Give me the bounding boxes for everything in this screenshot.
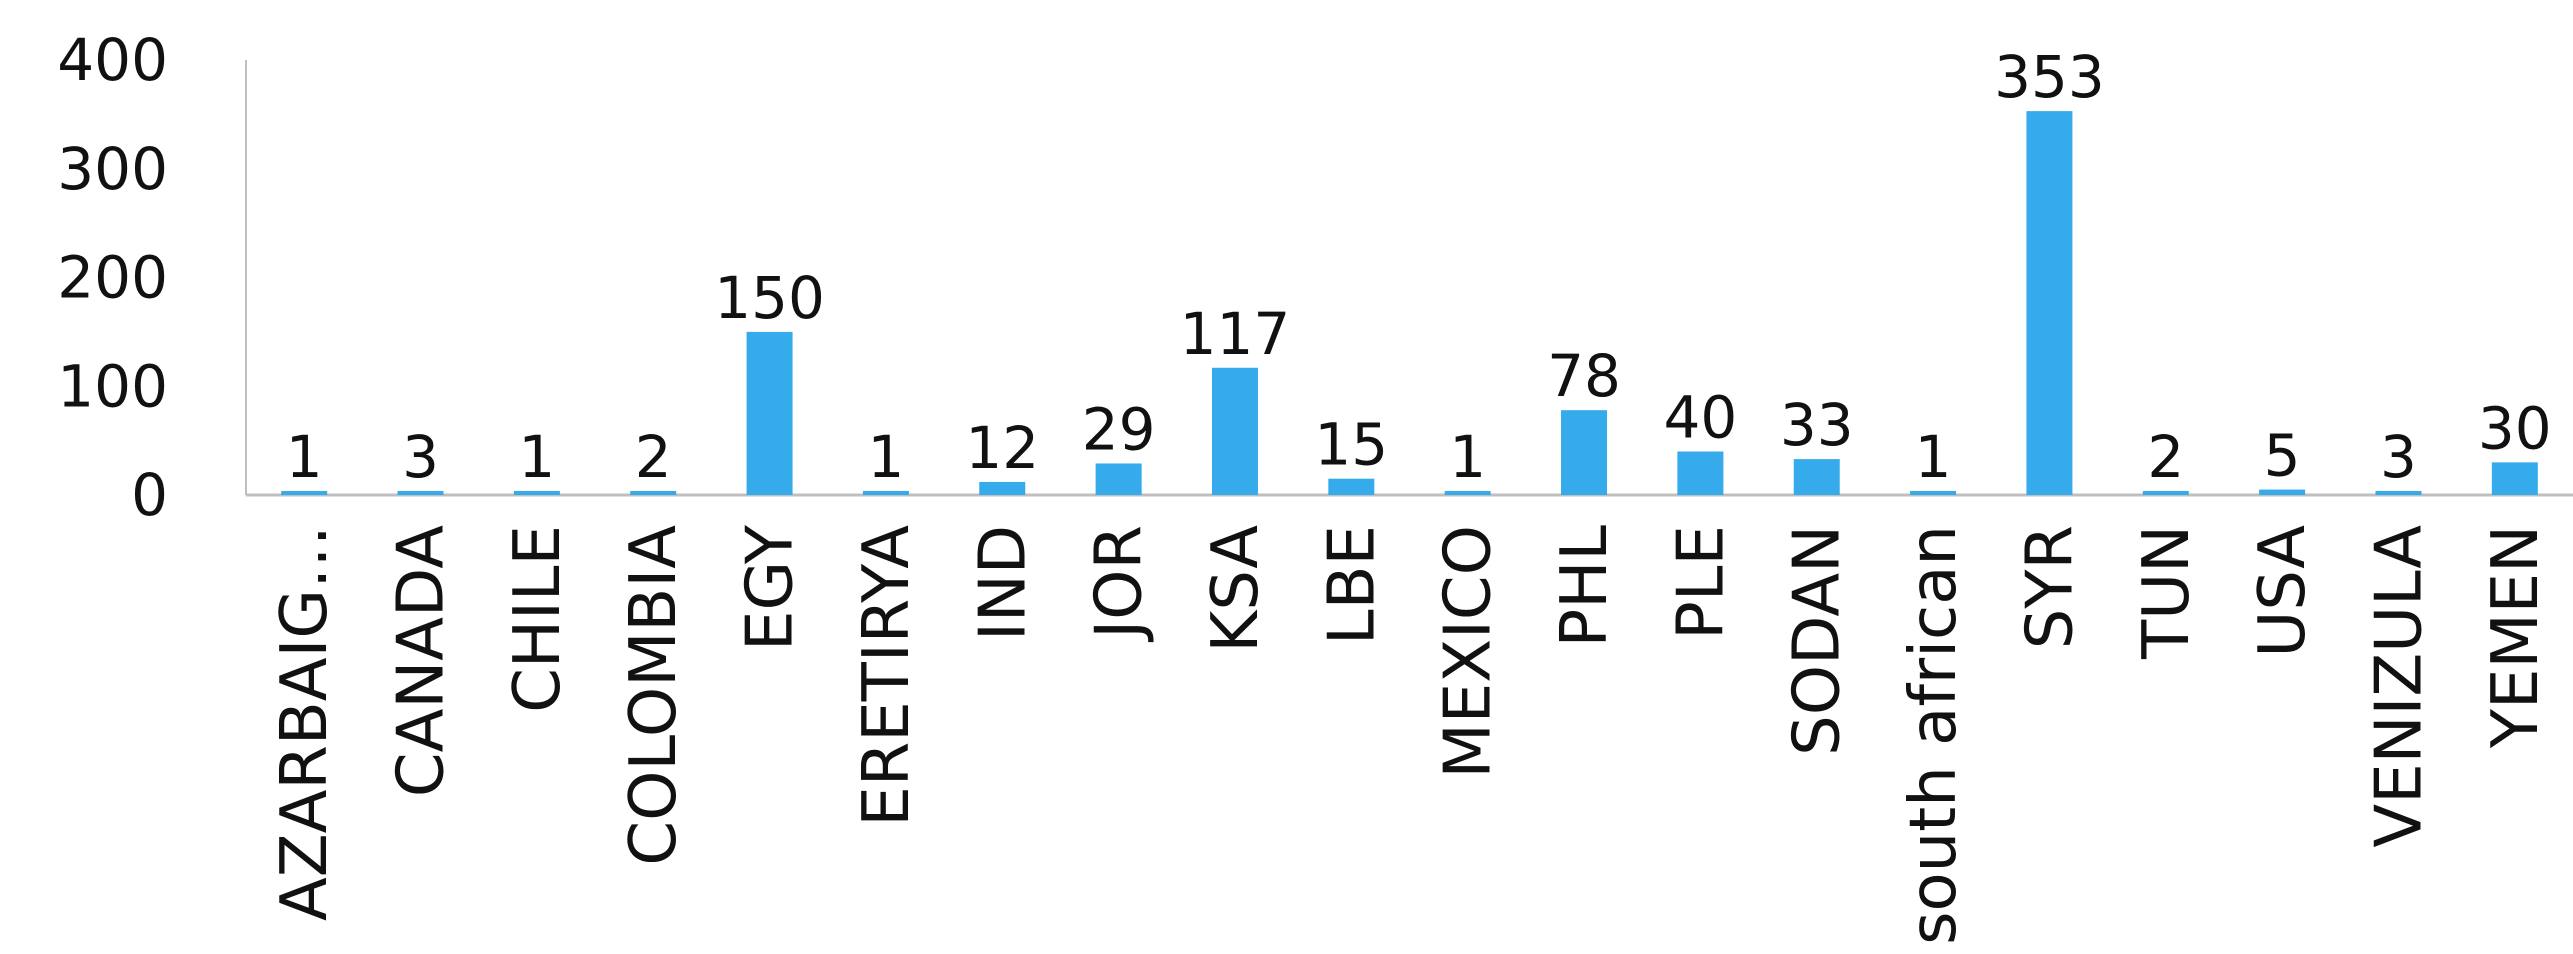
x-axis-ticks: AZARBAIG… CANADA CHILE COLOMBIA EGY ERETIRYA I… bbox=[268, 524, 2553, 945]
data-label: 1 bbox=[1449, 423, 1486, 491]
data-label: 15 bbox=[1314, 411, 1388, 479]
x-tick-label: KSA bbox=[1199, 525, 1273, 653]
data-label: 1 bbox=[286, 423, 323, 491]
x-tick-label: south african bbox=[1897, 525, 1971, 945]
x-tick-label: LBE bbox=[1315, 525, 1389, 645]
bar-ind bbox=[979, 481, 1026, 495]
x-tick-label: TUN bbox=[2130, 525, 2204, 660]
bar-eretirya bbox=[862, 491, 909, 495]
data-label: 2 bbox=[635, 423, 672, 491]
x-tick-label: CHILE bbox=[501, 525, 575, 713]
data-label: 40 bbox=[1663, 384, 1737, 452]
data-label: 117 bbox=[1180, 300, 1291, 368]
data-label: 2 bbox=[2147, 423, 2184, 491]
x-tick-label: VENIZULA bbox=[2362, 525, 2436, 848]
bar-ple bbox=[1677, 451, 1724, 495]
y-tick-label: 200 bbox=[57, 244, 168, 312]
y-tick-label: 100 bbox=[57, 352, 168, 420]
x-tick-label: ERETIRYA bbox=[850, 525, 924, 827]
x-tick-label: COLOMBIA bbox=[617, 525, 691, 866]
data-label: 150 bbox=[714, 264, 825, 332]
bar-canada bbox=[397, 491, 444, 495]
x-tick-label: PLE bbox=[1664, 525, 1738, 640]
bar-ksa bbox=[1211, 367, 1258, 495]
bar-south-african bbox=[1910, 491, 1957, 495]
data-label: 30 bbox=[2478, 394, 2552, 462]
y-axis-ticks: 0 100 200 300 400 bbox=[57, 26, 168, 529]
bar-chile bbox=[513, 491, 560, 495]
bar-venizula bbox=[2375, 491, 2422, 495]
data-label: 1 bbox=[1915, 423, 1952, 491]
x-tick-label: EGY bbox=[734, 524, 808, 651]
x-tick-label: SYR bbox=[2013, 525, 2087, 649]
bar-syr bbox=[2026, 111, 2073, 496]
data-label: 33 bbox=[1780, 391, 1854, 459]
data-label: 1 bbox=[518, 423, 555, 491]
data-label: 5 bbox=[2264, 422, 2301, 490]
bar-lbe bbox=[1328, 478, 1375, 495]
bar-azarbaig bbox=[281, 491, 328, 495]
data-label: 353 bbox=[1994, 43, 2105, 111]
bar-sodan bbox=[1793, 459, 1840, 495]
bar-tun bbox=[2142, 491, 2189, 495]
x-tick-label: CANADA bbox=[385, 525, 459, 797]
bar-phl bbox=[1561, 410, 1608, 495]
bar-colombia bbox=[630, 491, 677, 495]
y-tick-label: 400 bbox=[57, 26, 168, 94]
data-label: 12 bbox=[965, 414, 1039, 482]
x-tick-label: JOR bbox=[1083, 525, 1157, 643]
data-label: 3 bbox=[2380, 423, 2417, 491]
x-tick-label: USA bbox=[2246, 525, 2320, 658]
bar-mexico bbox=[1444, 491, 1491, 495]
bar-usa bbox=[2259, 489, 2306, 495]
x-tick-label: SODAN bbox=[1781, 525, 1855, 756]
x-tick-label: PHL bbox=[1548, 525, 1622, 648]
bar-yemen bbox=[2491, 462, 2538, 495]
bar-jor bbox=[1095, 463, 1142, 495]
data-label: 78 bbox=[1547, 342, 1621, 410]
data-label: 29 bbox=[1082, 395, 1156, 463]
y-tick-label: 0 bbox=[131, 461, 168, 529]
data-label: 3 bbox=[402, 423, 439, 491]
x-tick-label: AZARBAIG… bbox=[268, 525, 342, 921]
y-tick-label: 300 bbox=[57, 135, 168, 203]
x-tick-label: IND bbox=[966, 525, 1040, 641]
data-label: 1 bbox=[867, 423, 904, 491]
bar-egy bbox=[746, 331, 793, 495]
x-tick-label: YEMEN bbox=[2479, 525, 2553, 749]
bars bbox=[281, 111, 2538, 496]
x-tick-label: MEXICO bbox=[1432, 525, 1506, 778]
